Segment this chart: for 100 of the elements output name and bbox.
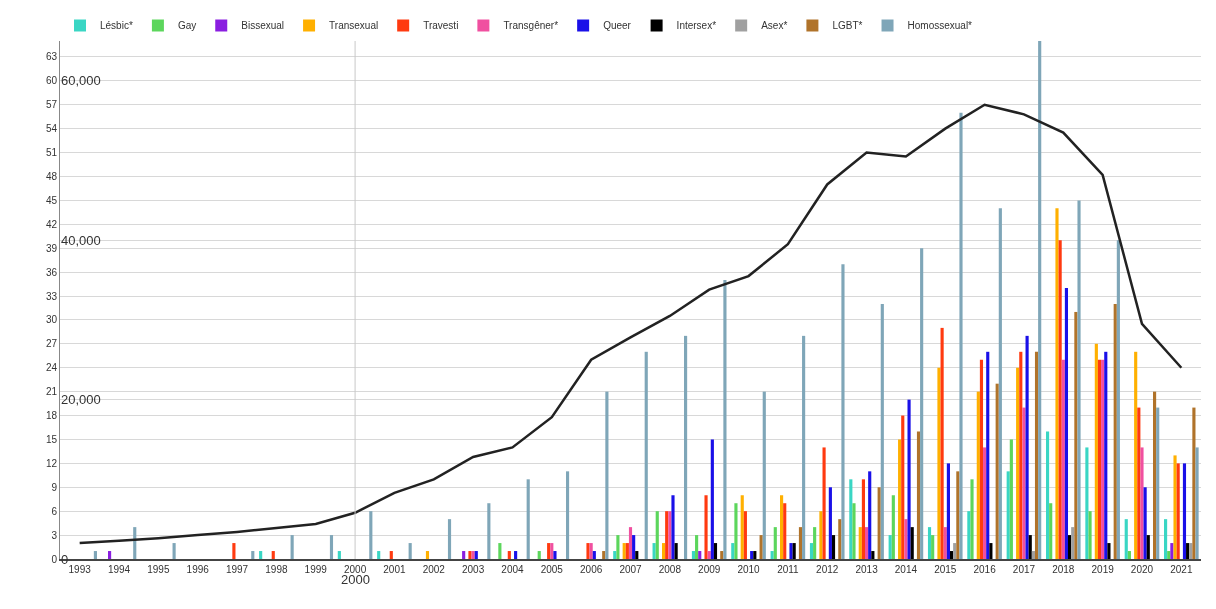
y-tick-label: 6 <box>51 505 58 517</box>
legend-label: Transexual <box>329 20 379 32</box>
y-tick-label: 36 <box>45 266 58 278</box>
y-tick-label: 30 <box>45 314 58 326</box>
bar <box>1077 200 1081 559</box>
bar <box>1164 519 1168 559</box>
bar <box>655 511 659 559</box>
x-tick-label: 2004 <box>501 564 525 575</box>
bar <box>684 335 688 559</box>
bar <box>1116 240 1120 559</box>
bar <box>877 487 881 559</box>
bar <box>1182 463 1187 559</box>
bar <box>967 511 971 559</box>
bar <box>901 415 905 559</box>
bar <box>783 503 787 559</box>
bar <box>828 487 832 559</box>
y-tick-label: 63 <box>45 51 58 63</box>
bar <box>389 551 393 559</box>
bar <box>720 551 724 559</box>
bar <box>998 208 1002 559</box>
bar <box>1124 519 1128 559</box>
bar <box>1146 535 1150 559</box>
bar <box>1055 208 1059 559</box>
bar <box>507 551 511 559</box>
bar <box>337 551 341 559</box>
x-tick-label: 2015 <box>934 564 957 575</box>
bar <box>172 543 176 559</box>
bar <box>904 519 908 559</box>
bar <box>592 551 596 559</box>
legend-label: Gay <box>177 20 197 32</box>
bar <box>1170 543 1174 559</box>
bar <box>813 527 817 559</box>
bar <box>983 447 987 559</box>
bar <box>602 551 606 559</box>
bar <box>1016 367 1020 559</box>
bar <box>462 551 466 559</box>
bar <box>1140 447 1144 559</box>
bar <box>1045 431 1050 559</box>
x-tick-label: 1995 <box>147 564 170 575</box>
bar <box>1019 351 1023 559</box>
bar <box>1074 311 1078 559</box>
x-tick-label: 2010 <box>737 564 761 575</box>
y2-tick-label: 60,000 <box>61 73 101 89</box>
bar <box>605 391 609 559</box>
y-tick-label: 18 <box>45 410 58 422</box>
x-tick-label: 2011 <box>777 564 800 575</box>
bar <box>514 551 518 559</box>
bar <box>734 503 738 559</box>
x-tick-label: 2016 <box>973 564 997 575</box>
bar <box>329 535 334 559</box>
y-tick-label: 12 <box>45 457 58 469</box>
bar <box>819 511 823 559</box>
bar <box>232 543 236 559</box>
bar <box>798 527 803 559</box>
bar <box>770 551 774 559</box>
bar <box>731 543 735 559</box>
x-tick-label: 2020 <box>1130 564 1154 575</box>
legend-label: Homossexual* <box>907 20 973 32</box>
bar <box>943 527 947 559</box>
bar <box>1173 455 1177 559</box>
bar <box>1028 535 1032 559</box>
x-tick-label: 2007 <box>619 564 643 575</box>
bar <box>762 391 766 559</box>
bar <box>1034 351 1039 559</box>
bar <box>916 431 921 559</box>
bar <box>713 543 718 559</box>
bar <box>1094 343 1098 559</box>
bar <box>1113 303 1117 559</box>
bar <box>271 551 275 559</box>
bar <box>831 535 836 559</box>
bar <box>1006 471 1010 559</box>
x-tick-label: 2003 <box>461 564 485 575</box>
y-tick-label: 57 <box>45 99 58 111</box>
y-tick-label: 60 <box>45 75 58 87</box>
bar <box>644 351 648 559</box>
bar <box>927 527 932 559</box>
bar <box>841 264 845 559</box>
bar <box>865 527 869 559</box>
y-tick-label: 9 <box>51 481 58 493</box>
bar <box>661 543 666 559</box>
y-tick-label: 54 <box>45 123 58 135</box>
x-tick-label: 2018 <box>1052 564 1075 575</box>
x-tick-label: 2014 <box>894 564 918 575</box>
bar <box>891 495 895 559</box>
bar <box>93 551 97 559</box>
bar <box>979 359 984 559</box>
bar <box>526 479 530 559</box>
bar <box>1022 407 1026 559</box>
bar <box>1068 535 1072 559</box>
bar <box>1167 551 1171 559</box>
bar <box>995 383 999 559</box>
bar <box>377 551 381 559</box>
bar <box>1137 407 1141 559</box>
bar <box>487 503 491 559</box>
bar <box>937 367 941 559</box>
y-tick-label: 48 <box>45 170 58 182</box>
bar <box>910 527 914 559</box>
bar <box>871 551 875 559</box>
bar <box>920 248 924 559</box>
bar <box>369 511 373 559</box>
